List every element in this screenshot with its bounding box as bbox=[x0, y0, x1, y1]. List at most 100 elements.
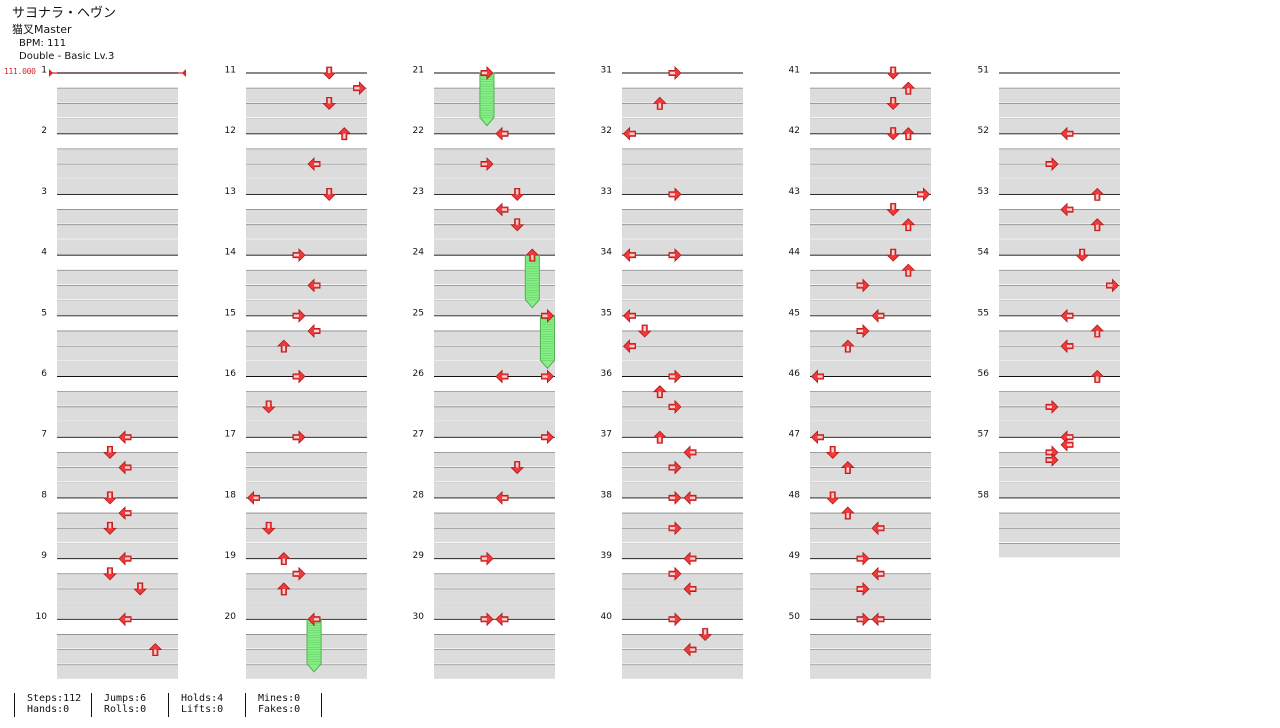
arrow-note-icon bbox=[810, 369, 824, 384]
lane-band bbox=[622, 346, 743, 361]
stat-mines: Mines:0 bbox=[258, 693, 301, 704]
lane-band bbox=[246, 330, 367, 345]
arrow-note-icon bbox=[118, 551, 132, 566]
arrow-highlight bbox=[108, 568, 112, 574]
lane-band bbox=[246, 346, 367, 361]
arrow-highlight bbox=[1046, 405, 1052, 409]
beat-slot bbox=[810, 255, 931, 263]
arrow-note-icon bbox=[698, 628, 713, 642]
beat-slot bbox=[246, 619, 367, 627]
beat-slot bbox=[57, 377, 178, 385]
lane-band-top bbox=[57, 58, 178, 73]
arrow-highlight bbox=[658, 391, 662, 397]
lane-band bbox=[810, 209, 931, 224]
lane-band bbox=[810, 270, 931, 285]
arrow-highlight bbox=[669, 405, 675, 409]
stat-fakes: Fakes:0 bbox=[258, 704, 301, 715]
lane-band bbox=[57, 513, 178, 528]
arrow-note-icon bbox=[261, 400, 276, 414]
arrow-note-icon bbox=[622, 308, 636, 323]
beat-slot bbox=[434, 559, 555, 567]
arrow-highlight bbox=[531, 255, 534, 261]
arrow-highlight bbox=[542, 314, 548, 317]
beat-slot bbox=[622, 134, 743, 142]
lane-band bbox=[810, 285, 931, 300]
stat-jumps: Jumps:6 bbox=[104, 693, 147, 704]
arrow-note-icon bbox=[133, 582, 148, 596]
arrow-highlight bbox=[629, 344, 635, 348]
beat-slot bbox=[622, 194, 743, 202]
arrow-highlight bbox=[1096, 194, 1099, 200]
lane-band bbox=[622, 103, 743, 118]
lane-band bbox=[434, 209, 555, 224]
beat-slot bbox=[999, 316, 1120, 324]
arrow-note-icon bbox=[1075, 248, 1090, 262]
lane-band bbox=[999, 406, 1120, 421]
arrow-highlight bbox=[658, 103, 662, 109]
bpm-change-marker: 111.000 bbox=[4, 67, 36, 76]
measure-number: 51 bbox=[978, 66, 989, 76]
lane-band bbox=[246, 103, 367, 118]
style-label: Double - Basic Lv.3 bbox=[19, 51, 115, 62]
beat-slot bbox=[434, 498, 555, 506]
lane-band bbox=[622, 528, 743, 543]
arrow-highlight bbox=[846, 467, 850, 473]
arrow-note-icon bbox=[510, 218, 525, 232]
arrow-note-icon bbox=[102, 491, 117, 505]
arrow-note-icon bbox=[307, 278, 321, 293]
measure-number: 41 bbox=[789, 66, 800, 76]
arrow-note-icon bbox=[292, 308, 306, 323]
lane-band-top bbox=[434, 603, 555, 619]
lane-band bbox=[622, 330, 743, 345]
arrow-highlight bbox=[253, 496, 259, 500]
lane-band-top bbox=[57, 239, 178, 255]
arrow-highlight bbox=[891, 98, 895, 104]
lane-band bbox=[999, 209, 1120, 224]
lane-band bbox=[810, 452, 931, 467]
lane-band bbox=[810, 467, 931, 482]
measure-number: 6 bbox=[41, 369, 47, 379]
arrow-note-icon bbox=[886, 127, 901, 141]
lane-band-top bbox=[246, 239, 367, 255]
arrow-highlight bbox=[831, 447, 834, 453]
song-title: サヨナラ・ヘヴン bbox=[12, 6, 117, 21]
arrow-note-icon bbox=[495, 202, 509, 217]
arrow-highlight bbox=[502, 132, 508, 135]
arrow-highlight bbox=[343, 133, 346, 139]
arrow-note-icon bbox=[118, 460, 132, 475]
stat-group-mines: Mines:0 Fakes:0 bbox=[245, 693, 322, 717]
lane-band bbox=[810, 649, 931, 664]
arrow-note-icon bbox=[118, 506, 132, 521]
lane-band bbox=[810, 588, 931, 603]
arrow-note-icon bbox=[1045, 452, 1059, 467]
lane-band bbox=[999, 346, 1120, 361]
lane-band-top bbox=[57, 421, 178, 437]
arrow-highlight bbox=[690, 648, 696, 651]
arrow-highlight bbox=[690, 451, 696, 454]
beat-slot bbox=[622, 498, 743, 506]
lane-band-top bbox=[434, 361, 555, 376]
beat-slot bbox=[57, 559, 178, 567]
arrow-note-icon bbox=[683, 490, 697, 505]
arrow-note-icon bbox=[825, 445, 840, 459]
beat-slot bbox=[434, 316, 555, 324]
beat-slot bbox=[622, 559, 743, 567]
lane-band bbox=[57, 588, 178, 603]
beat-slot bbox=[57, 255, 178, 263]
measure-number: 43 bbox=[789, 187, 800, 197]
lane-band-top bbox=[622, 300, 743, 316]
lane-band-top bbox=[622, 421, 743, 437]
beat-slot bbox=[622, 619, 743, 627]
measure-number: 21 bbox=[413, 66, 424, 76]
arrow-highlight bbox=[1046, 458, 1052, 462]
arrow-highlight bbox=[293, 436, 299, 439]
stat-steps: Steps:112 bbox=[27, 693, 82, 704]
lane-band-top bbox=[999, 118, 1120, 134]
arrow-note-icon bbox=[102, 521, 117, 535]
lane-band-top bbox=[57, 482, 178, 498]
arrow-note-icon bbox=[1060, 437, 1074, 452]
lane-band bbox=[622, 452, 743, 467]
arrow-highlight bbox=[907, 133, 910, 139]
lane-band bbox=[57, 528, 178, 543]
lane-band bbox=[246, 634, 367, 649]
